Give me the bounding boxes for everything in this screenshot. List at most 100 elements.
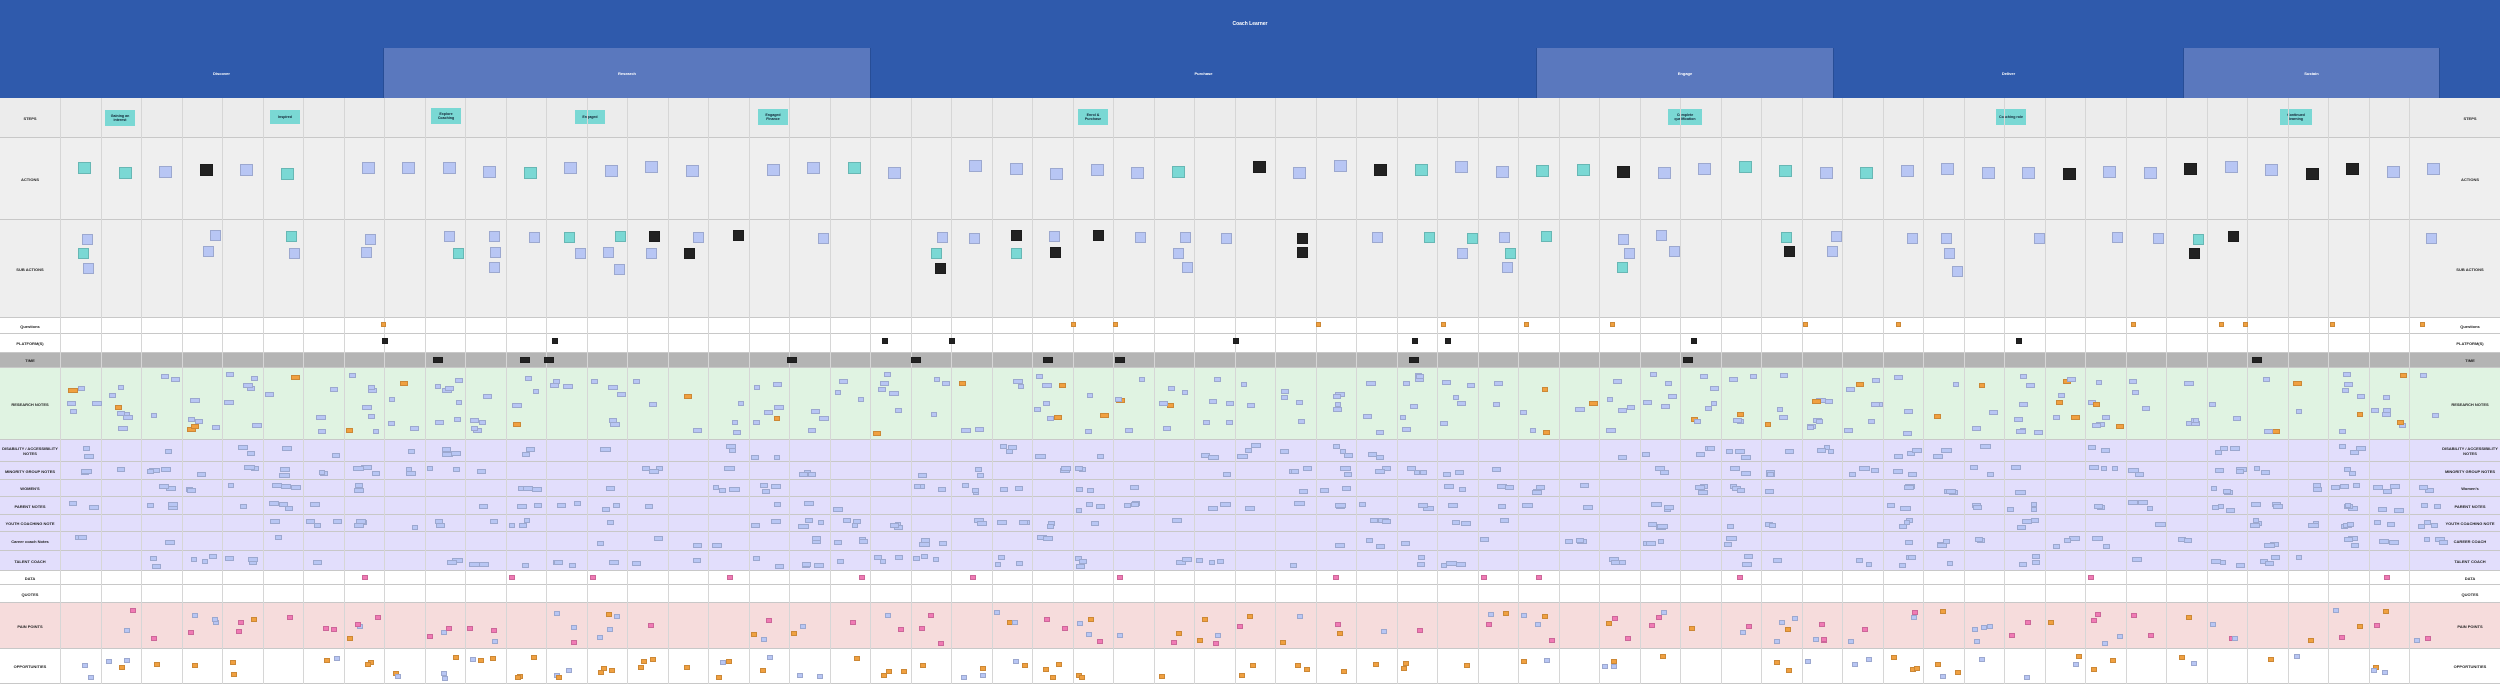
research-note[interactable] bbox=[1750, 374, 1757, 379]
persona-note[interactable] bbox=[1320, 488, 1329, 493]
persona-note[interactable] bbox=[2251, 502, 2261, 507]
persona-note[interactable] bbox=[645, 504, 653, 509]
research-note[interactable] bbox=[1903, 431, 1912, 436]
pain-point-note[interactable] bbox=[554, 611, 560, 616]
research-note[interactable] bbox=[389, 397, 395, 402]
persona-note[interactable] bbox=[2147, 506, 2153, 511]
action-card[interactable] bbox=[443, 162, 456, 174]
research-note[interactable] bbox=[123, 415, 133, 420]
action-card[interactable] bbox=[402, 162, 415, 174]
persona-note[interactable] bbox=[1076, 564, 1085, 569]
sub-action-card[interactable] bbox=[2112, 232, 2123, 243]
pain-point-note[interactable] bbox=[331, 627, 337, 632]
pain-point-note[interactable] bbox=[1911, 615, 1917, 620]
persona-note[interactable] bbox=[78, 535, 87, 540]
persona-note[interactable] bbox=[1618, 455, 1627, 460]
persona-note[interactable] bbox=[2132, 557, 2142, 562]
persona-note[interactable] bbox=[921, 554, 928, 559]
action-card[interactable] bbox=[969, 160, 982, 172]
research-note[interactable] bbox=[961, 428, 971, 433]
sub-action-card[interactable] bbox=[1831, 231, 1842, 242]
research-note[interactable] bbox=[190, 398, 200, 403]
opportunity-note[interactable] bbox=[2191, 661, 2197, 666]
research-note[interactable] bbox=[2116, 424, 2124, 429]
persona-note[interactable] bbox=[442, 447, 451, 452]
persona-note[interactable] bbox=[1698, 490, 1708, 495]
action-card[interactable] bbox=[1536, 165, 1549, 177]
persona-note[interactable] bbox=[607, 520, 614, 525]
sub-action-card[interactable] bbox=[365, 234, 376, 245]
persona-note[interactable] bbox=[2271, 555, 2280, 560]
persona-note[interactable] bbox=[2031, 507, 2037, 512]
data-note[interactable] bbox=[727, 575, 733, 580]
persona-note[interactable] bbox=[1580, 483, 1589, 488]
persona-note[interactable] bbox=[751, 523, 760, 528]
persona-note[interactable] bbox=[2155, 522, 2166, 527]
research-note[interactable] bbox=[1777, 407, 1783, 412]
persona-note[interactable] bbox=[724, 466, 735, 471]
research-note[interactable] bbox=[1618, 408, 1627, 413]
persona-note[interactable] bbox=[972, 488, 979, 493]
persona-note[interactable] bbox=[1079, 559, 1087, 564]
data-note[interactable] bbox=[590, 575, 596, 580]
phase-research[interactable]: Research bbox=[384, 48, 871, 98]
pain-point-note[interactable] bbox=[2210, 622, 2216, 627]
pain-point-note[interactable] bbox=[2102, 641, 2108, 646]
step-card[interactable]: Continued learning bbox=[2280, 109, 2312, 125]
research-note[interactable] bbox=[774, 405, 784, 410]
research-note[interactable] bbox=[471, 426, 478, 431]
opportunity-note[interactable] bbox=[726, 659, 732, 664]
action-card[interactable] bbox=[686, 165, 699, 177]
opportunity-note[interactable] bbox=[515, 675, 521, 680]
research-note[interactable] bbox=[1333, 394, 1341, 399]
research-note[interactable] bbox=[455, 378, 463, 383]
research-note[interactable] bbox=[1159, 401, 1168, 406]
persona-note[interactable] bbox=[1532, 490, 1542, 495]
research-note[interactable] bbox=[2129, 379, 2137, 384]
persona-note[interactable] bbox=[1859, 466, 1870, 471]
persona-note[interactable] bbox=[2211, 559, 2221, 564]
action-card[interactable] bbox=[1415, 164, 1428, 176]
persona-note[interactable] bbox=[2215, 468, 2224, 473]
research-note[interactable] bbox=[109, 393, 116, 398]
persona-note[interactable] bbox=[1335, 543, 1345, 548]
persona-note[interactable] bbox=[451, 451, 461, 456]
persona-note[interactable] bbox=[1583, 505, 1593, 510]
persona-note[interactable] bbox=[1726, 536, 1737, 541]
persona-note[interactable] bbox=[1087, 488, 1094, 493]
persona-note[interactable] bbox=[522, 452, 530, 457]
sub-action-card[interactable] bbox=[1011, 230, 1022, 241]
step-card[interactable]: Complete qualification bbox=[1668, 109, 1702, 125]
research-note[interactable] bbox=[733, 430, 741, 435]
pain-point-note[interactable] bbox=[2425, 636, 2431, 641]
persona-note[interactable] bbox=[1933, 454, 1943, 459]
opportunity-note[interactable] bbox=[1852, 662, 1858, 667]
persona-note[interactable] bbox=[600, 447, 611, 452]
persona-note[interactable] bbox=[2378, 507, 2387, 512]
persona-note[interactable] bbox=[2015, 490, 2026, 495]
persona-note[interactable] bbox=[1075, 556, 1082, 561]
research-note[interactable] bbox=[2272, 429, 2280, 434]
persona-note[interactable] bbox=[1658, 539, 1664, 544]
research-note[interactable] bbox=[1780, 373, 1788, 378]
pain-point-note[interactable] bbox=[2131, 613, 2137, 618]
persona-note[interactable] bbox=[2220, 446, 2228, 451]
research-note[interactable] bbox=[1542, 387, 1548, 392]
platform-icon[interactable] bbox=[382, 338, 388, 344]
action-card[interactable] bbox=[1455, 161, 1468, 173]
persona-note[interactable] bbox=[1418, 555, 1425, 560]
pain-point-note[interactable] bbox=[427, 634, 433, 639]
research-note[interactable] bbox=[1694, 419, 1701, 424]
action-card[interactable] bbox=[2346, 163, 2359, 175]
research-note[interactable] bbox=[1125, 428, 1133, 433]
sub-action-card[interactable] bbox=[2426, 233, 2437, 244]
persona-note[interactable] bbox=[1611, 560, 1620, 565]
pain-point-note[interactable] bbox=[1535, 622, 1541, 627]
persona-note[interactable] bbox=[2387, 522, 2395, 527]
research-note[interactable] bbox=[1613, 379, 1622, 384]
action-card[interactable] bbox=[1010, 163, 1023, 175]
pain-point-note[interactable] bbox=[928, 613, 934, 618]
time-marker[interactable] bbox=[1683, 357, 1693, 363]
persona-note[interactable] bbox=[168, 502, 178, 507]
sub-action-card[interactable] bbox=[1297, 233, 1308, 244]
